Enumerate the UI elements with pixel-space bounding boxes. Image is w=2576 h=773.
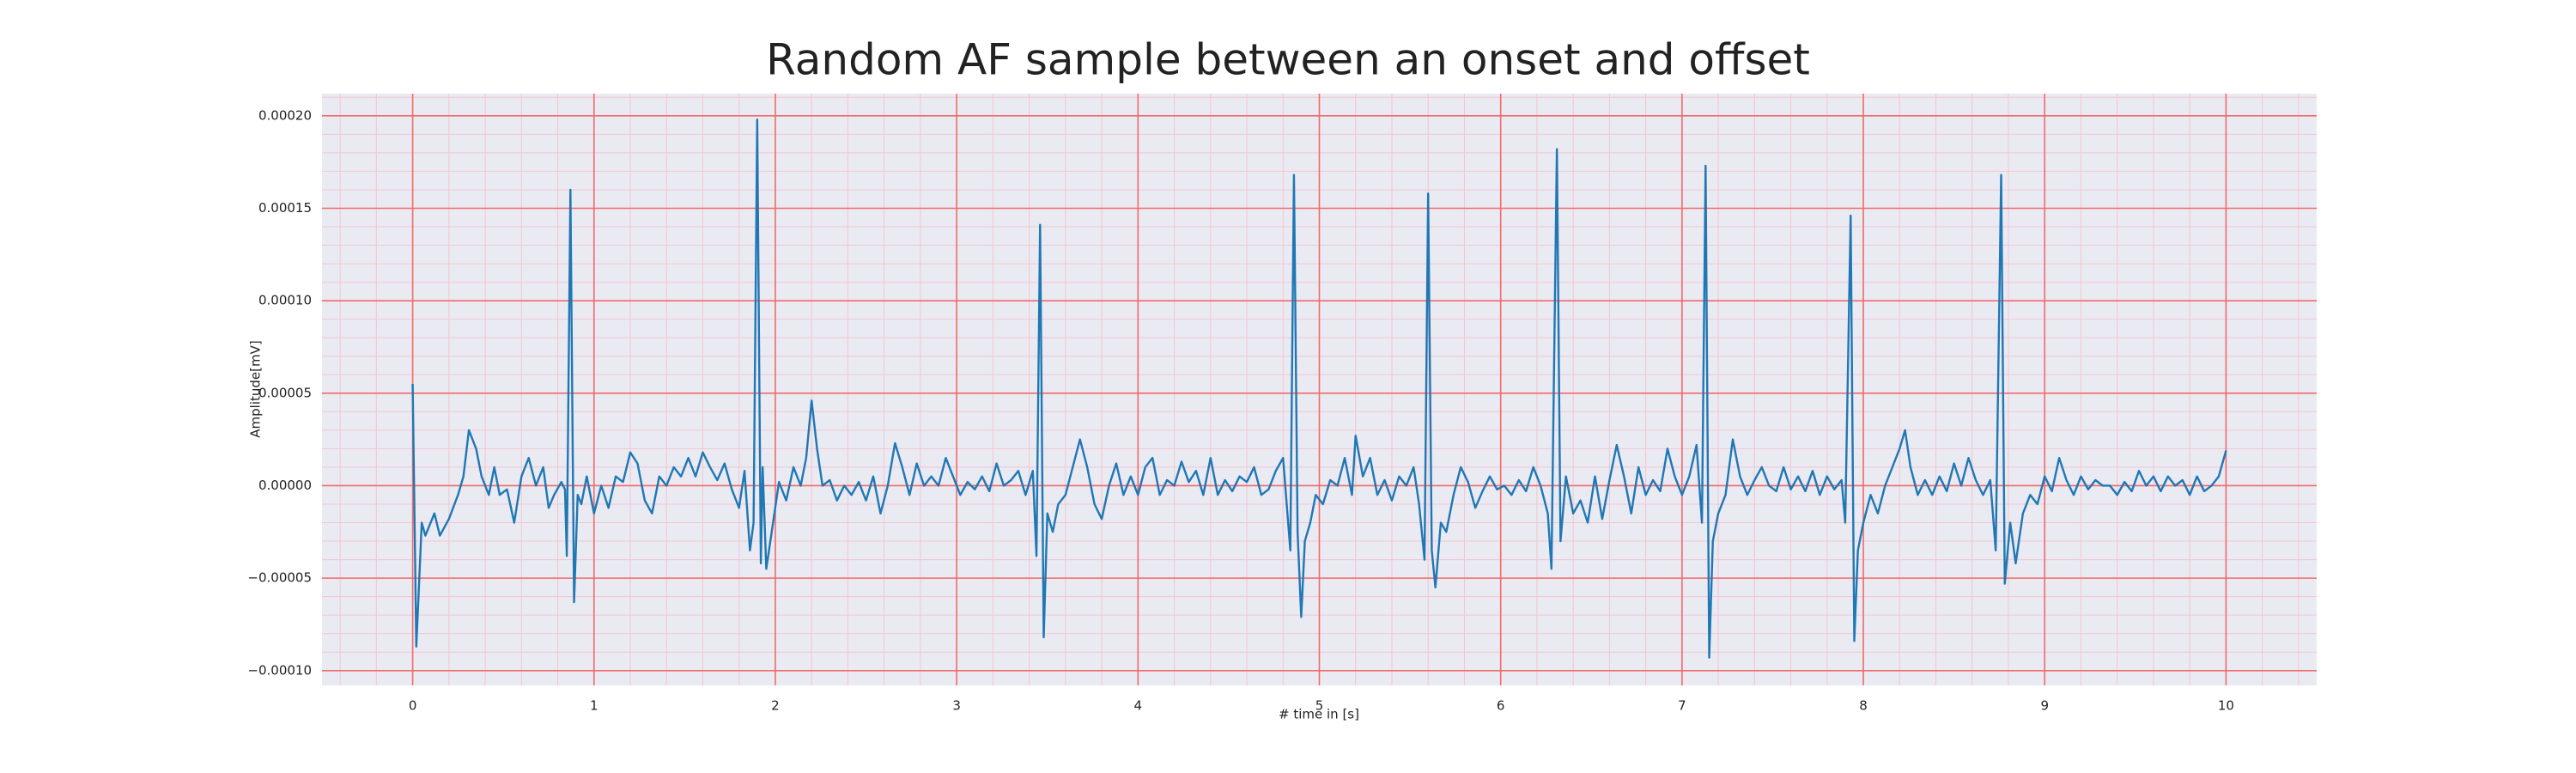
signal-line	[411, 118, 2227, 659]
x-tick-label: 6	[1497, 698, 1505, 714]
y-tick-label: −0.00010	[247, 662, 312, 678]
y-tick-label: 0.00015	[258, 200, 312, 216]
x-tick-label: 10	[2218, 698, 2234, 714]
y-tick-label: −0.00005	[247, 570, 312, 586]
x-tick-label: 5	[1315, 698, 1324, 714]
x-tick-label: 9	[2040, 698, 2049, 714]
x-axis-label: # time in [s]	[1279, 707, 1359, 722]
y-axis-label: Amplitude[mV]	[248, 340, 264, 437]
x-tick-label: 4	[1134, 698, 1143, 714]
x-tick-label: 7	[1678, 698, 1686, 714]
chart-title: Random AF sample between an onset and of…	[766, 35, 1810, 85]
y-tick-label: 0.00010	[258, 293, 312, 308]
x-tick-label: 3	[952, 698, 961, 714]
x-tick-label: 1	[590, 698, 598, 714]
y-tick-label: 0.00020	[258, 107, 312, 123]
y-tick-label: 0.00000	[258, 478, 312, 493]
x-tick-label: 8	[1859, 698, 1868, 714]
y-tick-label: 0.00005	[258, 385, 312, 400]
x-tick-label: 0	[409, 698, 417, 714]
x-tick-label: 2	[771, 698, 780, 714]
